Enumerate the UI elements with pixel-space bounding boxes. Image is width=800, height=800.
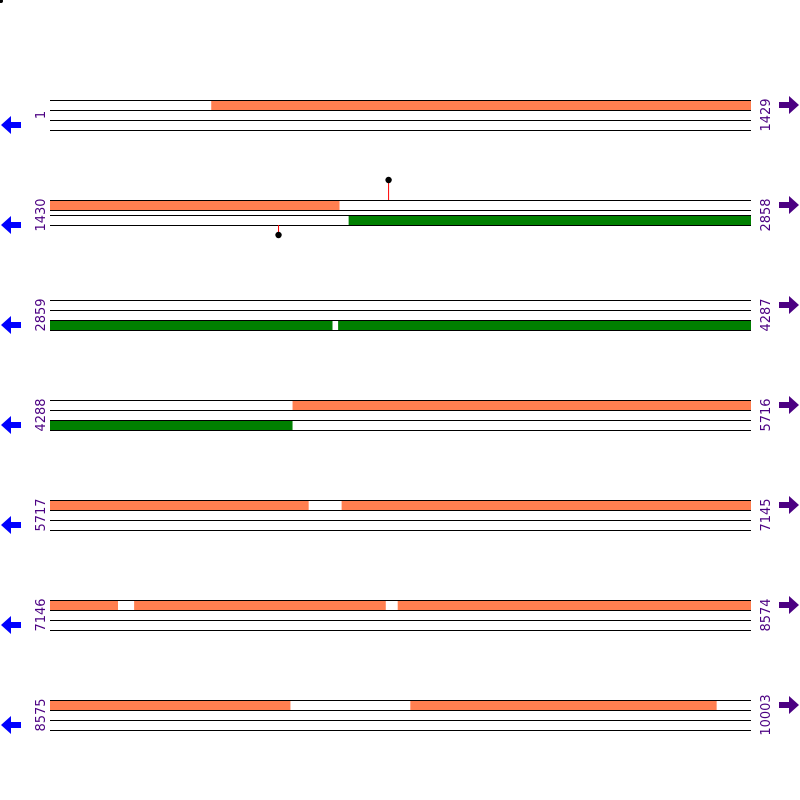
arrow-left-icon — [1, 216, 21, 234]
reverse-segment — [50, 320, 333, 330]
row-end-label: 4287 — [759, 298, 774, 331]
sequence-row: 1430 2858 — [1, 176, 799, 239]
row-start-label: 5717 — [34, 498, 49, 531]
row-start-label: 1 — [34, 111, 49, 119]
arrow-right-icon — [779, 96, 799, 114]
forward-segment — [50, 200, 340, 210]
row-end-label: 5716 — [759, 398, 774, 431]
arrow-left-icon — [1, 716, 21, 734]
row-end-label: 8574 — [759, 598, 774, 631]
forward-segment — [341, 500, 751, 510]
sequence-row: 7146 8574 — [1, 596, 799, 634]
row-end-label: 2858 — [759, 198, 774, 231]
row-end-label: 1429 — [759, 98, 774, 131]
forward-segment — [410, 700, 717, 710]
row-start-label: 8575 — [34, 698, 49, 731]
arrow-left-icon — [1, 516, 21, 534]
sequence-row: 2859 4287 — [1, 296, 799, 334]
sequence-row: 1 1429 — [1, 96, 799, 134]
arrow-left-icon — [1, 116, 21, 134]
site-marker-dot — [275, 231, 282, 239]
arrow-left-icon — [1, 616, 21, 634]
forward-segment — [50, 600, 118, 610]
row-start-label: 4288 — [34, 398, 49, 431]
forward-segment — [292, 400, 751, 410]
reverse-segment — [348, 215, 751, 225]
row-start-label: 7146 — [34, 598, 49, 631]
forward-segment — [50, 500, 309, 510]
row-end-label: 7145 — [759, 498, 774, 531]
arrow-left-icon — [1, 416, 21, 434]
row-start-label: 1430 — [34, 198, 49, 231]
forward-segment — [211, 100, 752, 110]
arrow-right-icon — [779, 696, 799, 714]
arrow-right-icon — [779, 196, 799, 214]
arrow-right-icon — [779, 496, 799, 514]
sequence-row: 5717 7145 — [1, 496, 799, 534]
arrow-right-icon — [779, 296, 799, 314]
forward-segment — [50, 700, 291, 710]
row-start-label: 2859 — [34, 298, 49, 331]
sequence-row: 4288 5716 — [1, 396, 799, 434]
arrow-right-icon — [779, 596, 799, 614]
arrow-right-icon — [779, 396, 799, 414]
forward-segment — [397, 600, 751, 610]
forward-segment — [134, 600, 386, 610]
arrow-left-icon — [1, 316, 21, 334]
site-marker-dot — [385, 176, 392, 184]
reverse-segment — [50, 420, 293, 430]
reverse-segment — [338, 320, 751, 330]
corner-dot — [0, 0, 3, 3]
sequence-row: 8575 10003 — [1, 694, 799, 736]
row-end-label: 10003 — [759, 694, 774, 735]
